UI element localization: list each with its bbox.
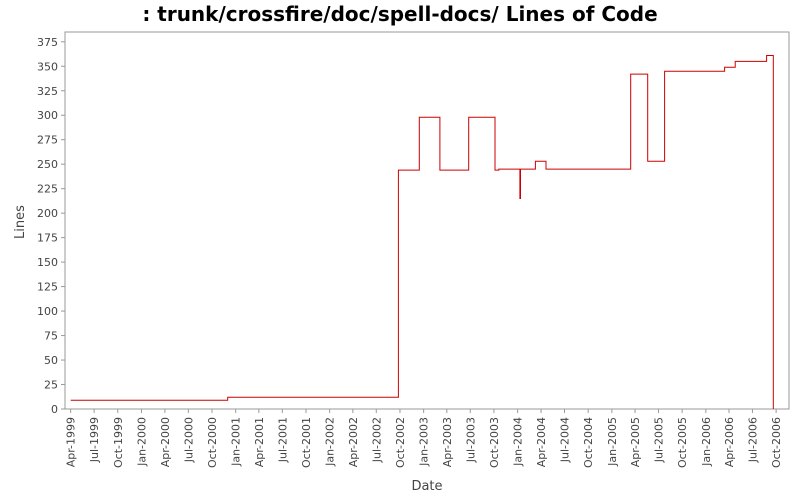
x-tick-label: Apr-2001	[253, 417, 266, 467]
x-tick-label: Jul-2001	[276, 417, 289, 463]
y-axis-title: Lines	[13, 205, 28, 239]
chart-title: : trunk/crossfire/doc/spell-docs/ Lines …	[142, 2, 658, 26]
x-axis: Apr-1999 Jul-1999 Oct-1999 Jan-2000 Apr-2000…	[65, 409, 783, 468]
x-tick-label: Apr-2005	[629, 417, 642, 467]
x-tick-label: Jul-2002	[370, 417, 383, 463]
x-tick-label: Jan-2001	[230, 417, 243, 467]
x-tick-label: Oct-1999	[112, 417, 125, 468]
y-tick-label: 275	[37, 134, 58, 147]
series-line	[70, 55, 774, 409]
plot-area	[64, 31, 790, 410]
y-tick-label: 375	[37, 36, 58, 49]
series-group	[70, 55, 774, 409]
x-tick-label: Jan-2005	[606, 417, 619, 467]
y-tick-label: 125	[37, 281, 58, 294]
x-tick-label: Jul-2006	[746, 417, 759, 463]
y-tick-label: 350	[37, 60, 58, 73]
x-tick-label: Jul-2003	[464, 417, 477, 463]
x-tick-label: Apr-1999	[65, 417, 78, 467]
x-tick-label: Jan-2006	[700, 417, 713, 467]
x-tick-label: Apr-2006	[723, 417, 736, 467]
x-tick-label: Oct-2004	[582, 417, 595, 468]
x-tick-label: Jan-2000	[135, 417, 148, 467]
x-tick-label: Jul-2000	[182, 417, 195, 463]
x-tick-label: Oct-2002	[394, 417, 407, 468]
x-tick-label: Apr-2003	[441, 417, 454, 467]
y-tick-label: 175	[37, 232, 58, 245]
y-tick-label: 325	[37, 85, 58, 98]
y-tick-label: 150	[37, 256, 58, 269]
y-tick-label: 300	[37, 109, 58, 122]
y-tick-label: 100	[37, 305, 58, 318]
x-tick-label: Oct-2006	[770, 417, 783, 468]
y-axis: 0 25 50 75 100 125 150 175 200 225 250 275 300 325 350…	[37, 36, 65, 416]
x-axis-title: Date	[411, 479, 442, 494]
y-tick-label: 250	[37, 158, 58, 171]
y-tick-label: 0	[51, 403, 58, 416]
x-tick-label: Jul-2004	[558, 417, 571, 463]
y-tick-label: 25	[44, 379, 58, 392]
x-tick-label: Jul-1999	[88, 417, 101, 463]
y-tick-label: 225	[37, 183, 58, 196]
y-tick-label: 50	[44, 354, 58, 367]
x-tick-label: Jan-2004	[512, 417, 525, 467]
x-tick-label: Oct-2001	[300, 417, 313, 468]
x-tick-label: Jan-2002	[324, 417, 337, 467]
x-tick-label: Oct-2000	[206, 417, 219, 468]
x-tick-label: Apr-2000	[159, 417, 172, 467]
x-tick-label: Apr-2002	[347, 417, 360, 467]
x-tick-label: Jul-2005	[652, 417, 665, 463]
y-tick-label: 75	[44, 330, 58, 343]
x-tick-label: Apr-2004	[535, 417, 548, 467]
x-tick-label: Oct-2003	[488, 417, 501, 468]
x-tick-label: Oct-2005	[676, 417, 689, 468]
y-tick-label: 200	[37, 207, 58, 220]
x-tick-label: Jan-2003	[418, 417, 431, 467]
